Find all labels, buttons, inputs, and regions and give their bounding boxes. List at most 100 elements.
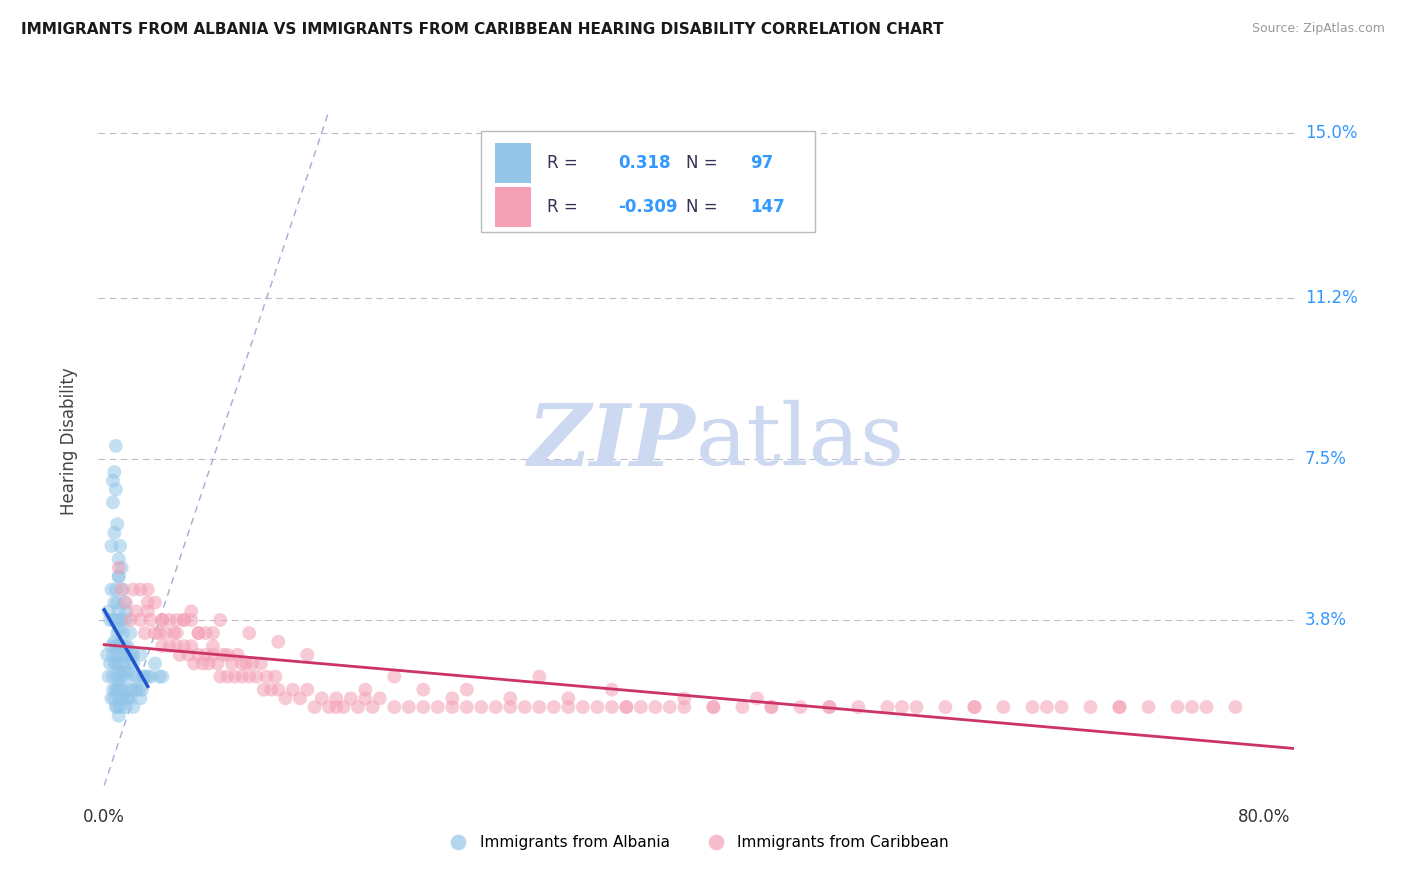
Point [107, 561, 129, 575]
Point [104, 682, 127, 697]
Point [120, 613, 142, 627]
Point [118, 648, 141, 662]
Point [347, 700, 370, 714]
Point [105, 682, 128, 697]
Point [221, 657, 243, 671]
Point [159, 639, 181, 653]
Point [187, 626, 209, 640]
Point [183, 657, 205, 671]
Point [143, 596, 166, 610]
Point [180, 613, 202, 627]
Point [101, 682, 124, 697]
Point [125, 682, 148, 697]
Point [173, 639, 195, 653]
Point [745, 691, 768, 706]
Point [97, 604, 120, 618]
Point [115, 596, 138, 610]
Point [105, 648, 128, 662]
Point [180, 604, 202, 618]
Point [260, 682, 283, 697]
Point [105, 517, 128, 532]
Point [121, 682, 143, 697]
Point [354, 691, 377, 706]
Point [513, 700, 536, 714]
Point [111, 582, 134, 597]
Point [245, 669, 267, 683]
Point [173, 613, 195, 627]
Point [122, 648, 145, 662]
Point [104, 483, 127, 497]
Point [217, 648, 239, 662]
Point [529, 669, 551, 683]
Point [143, 657, 166, 671]
Point [253, 682, 276, 697]
Point [143, 626, 166, 640]
Point [107, 569, 129, 583]
Point [101, 648, 124, 662]
Point [209, 669, 232, 683]
Point [876, 700, 898, 714]
Point [112, 682, 135, 697]
Point [100, 582, 122, 597]
Point [557, 700, 579, 714]
Point [281, 682, 304, 697]
Point [136, 604, 159, 618]
Point [111, 691, 134, 706]
Point [107, 569, 129, 583]
Point [288, 691, 311, 706]
Text: ZIP: ZIP [529, 400, 696, 483]
Point [658, 700, 681, 714]
Point [207, 657, 229, 671]
Point [761, 700, 783, 714]
Point [848, 700, 870, 714]
Point [108, 639, 131, 653]
Point [572, 700, 595, 714]
Point [212, 648, 235, 662]
Point [499, 700, 522, 714]
Point [318, 700, 340, 714]
Point [1108, 700, 1130, 714]
Point [107, 639, 129, 653]
Point [103, 596, 125, 610]
Point [789, 700, 811, 714]
Point [163, 626, 186, 640]
Point [201, 648, 224, 662]
Point [101, 474, 124, 488]
Point [148, 626, 170, 640]
Point [761, 700, 783, 714]
Point [117, 665, 139, 680]
Point [103, 657, 125, 671]
Text: atlas: atlas [696, 400, 905, 483]
Point [274, 691, 297, 706]
Point [104, 700, 127, 714]
Point [101, 669, 124, 683]
Point [134, 626, 156, 640]
Point [217, 669, 239, 683]
Point [129, 648, 152, 662]
Point [614, 700, 637, 714]
Point [499, 691, 522, 706]
Point [107, 691, 129, 706]
Point [111, 561, 134, 575]
Point [586, 700, 609, 714]
Point [114, 639, 136, 653]
Point [107, 708, 129, 723]
Point [129, 691, 152, 706]
Point [1050, 700, 1073, 714]
Legend: Immigrants from Albania, Immigrants from Caribbean: Immigrants from Albania, Immigrants from… [437, 830, 955, 856]
Point [118, 682, 141, 697]
Point [120, 626, 142, 640]
Point [98, 613, 121, 627]
Point [111, 613, 134, 627]
Text: 0.318: 0.318 [619, 154, 671, 172]
Point [209, 613, 232, 627]
Point [104, 639, 127, 653]
Point [1036, 700, 1059, 714]
Point [600, 700, 623, 714]
Point [673, 691, 696, 706]
Point [169, 648, 191, 662]
Point [934, 700, 956, 714]
Point [166, 639, 188, 653]
Point [111, 669, 134, 683]
Point [197, 657, 219, 671]
